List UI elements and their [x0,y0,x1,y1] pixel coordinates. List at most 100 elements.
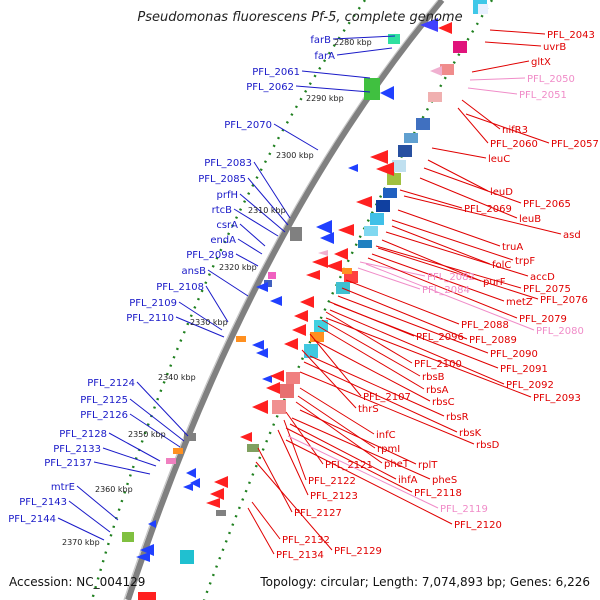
gene-block [247,444,259,452]
gene-label-pfl-2143: PFL_2143 [19,497,67,508]
gene-arrow [183,483,193,491]
gene-block [416,118,430,130]
gene-label-pfl-2134: PFL_2134 [276,550,324,561]
gene-label-metz: metZ [506,297,533,308]
gene-label-pfl-2123: PFL_2123 [310,491,358,502]
gene-label-pfl-2125: PFL_2125 [80,395,128,406]
gene-label-pfl-2080: PFL_2080 [536,326,584,337]
gene-label-leud: leuD [490,187,513,198]
gene-label-pfl-2133: PFL_2133 [53,444,101,455]
gene-label-nifr3: nifR3 [502,125,528,136]
leader-line [301,70,371,79]
gene-label-pfl-2124: PFL_2124 [87,378,135,389]
gene-block [280,384,294,398]
gene-arrow [206,498,220,508]
leader-line [93,461,151,475]
map-title: Pseudomonas fluorescens Pf-5, complete g… [137,10,462,25]
leader-line [277,429,309,496]
gene-block [387,173,401,185]
leader-line [287,435,439,509]
gene-label-csra: csrA [216,220,238,231]
gene-block [440,64,454,75]
leader-line [359,261,426,277]
gene-label-trpf: trpF [515,256,535,267]
gene-label-pfl-2107: PFL_2107 [363,392,411,403]
leader-line [471,60,530,73]
gene-label-uvrb: uvrB [543,42,566,53]
gene-arrow [356,196,372,208]
gene-block [166,458,176,464]
leader-line [427,159,489,192]
leader-line [108,432,161,462]
leader-line [391,225,491,265]
leader-line [341,287,468,340]
leader-line [205,285,229,323]
scale-label: 2290 kbp [306,94,344,103]
leader-line [336,47,393,56]
leader-line [484,41,542,47]
gene-arrow [348,164,358,172]
gene-label-rtcb: rtcB [212,205,233,216]
gene-arrow [190,478,200,488]
gene-label-pfl-2070: PFL_2070 [224,120,272,131]
gene-label-ansb: ansB [181,266,206,277]
scale-label: 2300 kbp [276,151,314,160]
leader-line [457,107,489,144]
gene-label-folc: folC [492,260,511,271]
gene-label-pfl-2100: PFL_2100 [414,359,462,370]
accession-text: Accession: NC_004129 [9,575,145,589]
gene-label-pfl-2065: PFL_2065 [523,199,571,210]
scale-label: 2280 kbp [334,38,372,47]
gene-block [290,227,302,241]
scale-label: 2340 kbp [158,373,196,382]
gene-label-pfl-2091: PFL_2091 [500,364,548,375]
gene-label-pfl-2051: PFL_2051 [519,90,567,101]
gene-label-mtre: mtrE [51,482,75,493]
leader-line [465,113,550,144]
leader-line [233,208,279,237]
scale-label: 2360 kbp [95,485,133,494]
gene-arrow [256,282,268,292]
gene-label-pfl-2122: PFL_2122 [308,476,356,487]
leader-line [57,517,105,541]
leader-line [257,447,293,513]
leader-line [299,387,375,435]
leader-line [178,301,223,331]
gene-block [184,433,196,441]
gene-arrow [420,18,438,32]
gene-label-pfl-2062: PFL_2062 [246,82,294,93]
gene-label-fara: farA [314,51,335,62]
gene-label-rbsk: rbsK [459,428,482,439]
gene-arrow [270,370,284,382]
gene-arrow [262,375,272,383]
leader-line [332,35,396,40]
gene-arrow [186,468,196,478]
backbone-arc [125,0,445,600]
gene-label-pfl-2082: PFL_2082 [427,272,475,283]
leader-line [251,501,281,540]
gene-arrow [214,476,228,488]
gene-label-pfl-2083: PFL_2083 [204,158,252,169]
topology-text: Topology: circular; Length: 7,074,893 bp… [259,575,590,589]
gene-block [304,344,318,358]
gene-label-pfl-2076: PFL_2076 [540,295,588,306]
leader-line [423,167,522,204]
gene-arrow [148,520,156,528]
leader-line [375,245,522,289]
scale-label: 2370 kbp [62,538,100,547]
leader-line [253,161,291,219]
gene-block [286,372,300,384]
leader-line [68,500,111,533]
scale-label: 2330 kbp [190,318,228,327]
gene-arrow [316,220,332,234]
gene-arrow [320,232,334,244]
leader-line [321,319,421,377]
gene-arrow [266,382,280,394]
gene-label-pfl-2098: PFL_2098 [186,250,234,261]
leader-line [255,461,333,551]
scale-label: 2310 kbp [248,206,286,215]
gene-arrow [252,340,264,350]
leader-line [371,253,505,302]
leader-line [365,263,535,331]
